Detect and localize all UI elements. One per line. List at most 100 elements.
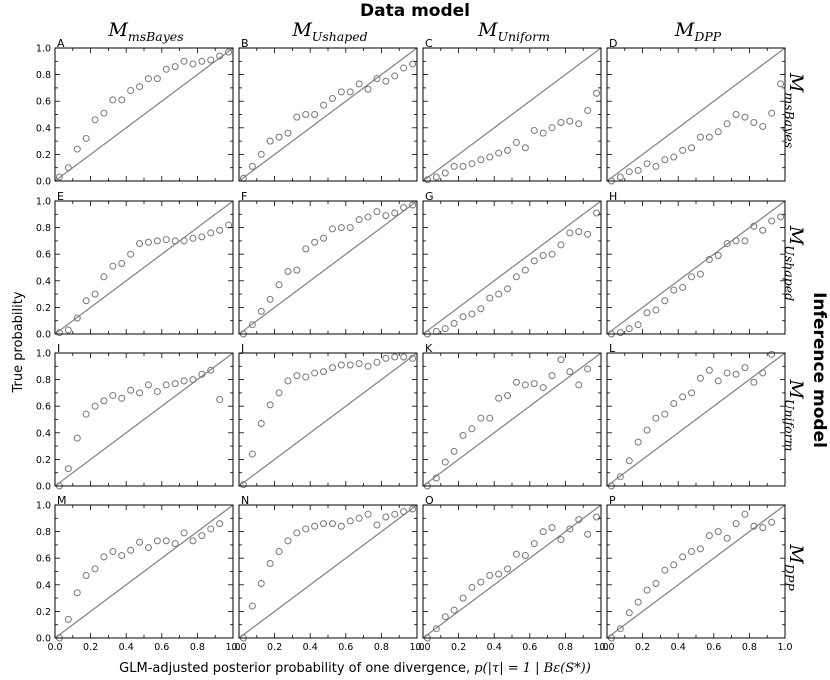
identity-line (422, 504, 602, 639)
data-point (530, 126, 538, 134)
data-point (55, 173, 63, 181)
data-point (450, 606, 458, 614)
data-point (593, 89, 601, 97)
figure-title: Data model (360, 1, 470, 21)
data-point (328, 520, 336, 528)
data-point (584, 107, 592, 115)
data-point (441, 325, 449, 333)
data-point (616, 473, 624, 481)
data-point (450, 447, 458, 455)
data-point (512, 378, 520, 386)
data-point (741, 113, 749, 121)
data-point (400, 508, 408, 516)
y-tick-label: 0.4 (36, 428, 51, 439)
y-tick-label: 0.0 (36, 634, 51, 645)
row-title-ushaped: MUshaped (782, 225, 807, 301)
panel-d: D (606, 37, 786, 185)
panel-label: I (57, 342, 60, 355)
y-tick-label: 0.4 (36, 123, 51, 134)
data-point (504, 392, 512, 400)
data-point (127, 386, 135, 394)
data-point (486, 153, 494, 161)
y-tick-label: 0.6 (36, 97, 51, 108)
data-point (302, 525, 310, 533)
data-point (688, 389, 696, 397)
data-point (207, 525, 215, 533)
data-point (661, 297, 669, 305)
data-point (257, 579, 265, 587)
data-point (661, 566, 669, 574)
data-point (171, 380, 179, 388)
data-point (441, 613, 449, 621)
data-point (91, 116, 99, 124)
x-tick-label: 0.6 (706, 642, 721, 653)
row-title-uniform-base: M (785, 378, 807, 399)
data-point (275, 133, 283, 141)
data-point (73, 314, 81, 322)
data-point (293, 266, 301, 274)
data-point (643, 309, 651, 317)
x-tick-label: 0.8 (374, 642, 389, 653)
data-point (468, 160, 476, 168)
data-point (539, 384, 547, 392)
data-point (696, 374, 704, 382)
data-point (311, 238, 319, 246)
y-tick-label: 0.0 (36, 330, 51, 341)
data-point (548, 372, 556, 380)
panel-o: 0.0 0.2 0.4 0.6 0.8 1.0 O (415, 494, 608, 653)
data-point (162, 65, 170, 73)
y-tick-label: 0.4 (36, 276, 51, 287)
data-point (750, 222, 758, 230)
data-point (409, 60, 417, 68)
column-title-uniform-base: M (477, 19, 498, 41)
row-title-dpp-subscript: DPP (782, 563, 797, 591)
data-point (679, 393, 687, 401)
data-point (723, 534, 731, 542)
column-title-uniform-subscript: Uniform (497, 29, 550, 44)
data-point (248, 602, 256, 610)
x-tick-label: 0.6 (154, 642, 169, 653)
panel-label: L (609, 342, 616, 355)
data-point (266, 560, 274, 568)
data-point (302, 245, 310, 253)
y-axis-label: True probability (11, 291, 26, 393)
data-point (714, 252, 722, 260)
data-point (248, 321, 256, 329)
data-point (162, 381, 170, 389)
y-tick-label: 0.6 (36, 250, 51, 261)
data-point (391, 72, 399, 80)
data-point (750, 522, 758, 530)
data-point (777, 80, 785, 88)
y-tick-label: 1.0 (36, 44, 51, 55)
data-point (575, 516, 583, 524)
data-point (768, 217, 776, 225)
x-axis-label-text: GLM-adjusted posterior probability of on… (119, 661, 474, 676)
row-title-msbayes-subscript: msBayes (782, 92, 797, 148)
panel-label: N (241, 494, 249, 507)
y-tick-label: 0.6 (36, 402, 51, 413)
identity-line (238, 504, 418, 639)
data-point (136, 538, 144, 546)
data-point (144, 544, 152, 552)
identity-line (238, 352, 418, 487)
data-point (64, 465, 72, 473)
data-point (382, 513, 390, 521)
data-point (109, 392, 117, 400)
data-point (284, 377, 292, 385)
row-title-msbayes: MmsBayes (782, 72, 807, 148)
panel-g: G (422, 190, 602, 338)
data-point (373, 358, 381, 366)
data-point (293, 113, 301, 121)
data-point (118, 394, 126, 402)
column-title-ushaped-base: M (291, 19, 312, 41)
data-point (153, 75, 161, 83)
data-point (652, 579, 660, 587)
data-point (477, 578, 485, 586)
data-point (705, 366, 713, 374)
y-tick-label: 1.0 (36, 197, 51, 208)
data-point (100, 397, 108, 405)
data-point (750, 118, 758, 126)
data-point (539, 252, 547, 260)
y-tick-label: 0.2 (36, 607, 51, 618)
